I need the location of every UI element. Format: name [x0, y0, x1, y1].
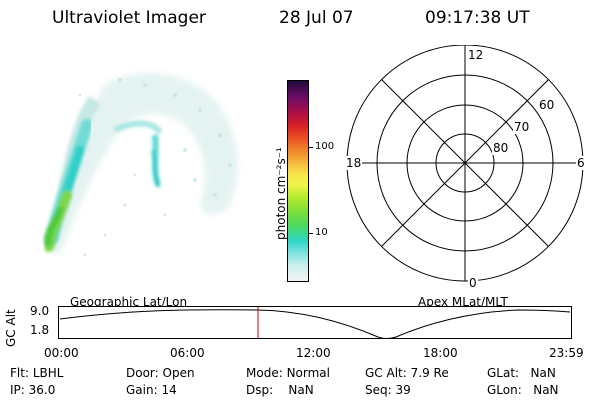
timeline-right-title: Apex MLat/MLT [418, 295, 508, 309]
altitude-curve [59, 309, 571, 339]
info-flt: Flt: LBHL [10, 366, 64, 380]
lat-label-80: 80 [492, 141, 510, 155]
bright-band-left [44, 119, 93, 252]
info-gc-alt: GC Alt: 7.9 Re [365, 366, 449, 380]
timeline-ytick-1-8: 1.8 [30, 323, 50, 337]
lat-label-60: 60 [538, 98, 556, 112]
instrument-title: Ultraviolet Imager [52, 8, 206, 28]
date-label: 28 Jul 07 [279, 8, 354, 28]
colorbar-tick-10 [308, 233, 313, 234]
info-seq: Seq: 39 [365, 383, 411, 397]
colorbar [287, 80, 309, 282]
timeline-xtick-0: 00:00 [44, 346, 79, 360]
timeline-ylabel: GC Alt [4, 309, 18, 347]
timeline-xtick-4: 23:59 [549, 346, 584, 360]
time-label: 09:17:38 UT [425, 8, 530, 28]
timeline-plot [58, 306, 572, 339]
colorbar-unit-label: photon cm⁻²s⁻¹ [274, 147, 288, 240]
timeline-ylabel-wrapper: GC Alt [4, 309, 18, 348]
colorbar-label-10: 10 [315, 227, 328, 238]
mlt-label-12: 12 [467, 48, 485, 62]
mlt-label-0: 0 [468, 276, 478, 290]
info-mode: Mode: Normal [246, 366, 330, 380]
lat-label-70: 70 [513, 120, 531, 134]
timeline-ytick-9: 9.0 [30, 304, 50, 318]
mlt-label-6: 6 [576, 156, 586, 170]
colorbar-unit-wrapper: photon cm⁻²s⁻¹ [274, 147, 288, 240]
timeline-xtick-3: 18:00 [423, 346, 458, 360]
timeline-left-title: Geographic Lat/Lon [70, 295, 188, 309]
colorbar-tick-100 [308, 147, 313, 148]
bright-band-right [113, 120, 163, 188]
diffuse-emission [45, 73, 238, 255]
colorbar-label-100: 100 [315, 141, 335, 152]
polar-plot [346, 45, 584, 282]
info-door: Door: Open [126, 366, 195, 380]
info-gain: Gain: 14 [126, 383, 177, 397]
speckle [78, 78, 232, 257]
info-ip: IP: 36.0 [10, 383, 56, 397]
info-glat: GLat: NaN [487, 366, 556, 380]
info-glon: GLon: NaN [487, 383, 559, 397]
timeline-xtick-1: 06:00 [170, 346, 205, 360]
info-dsp: Dsp: NaN [246, 383, 314, 397]
mlt-label-18: 18 [345, 156, 363, 170]
timeline-xtick-2: 12:00 [296, 346, 331, 360]
auroral-image [40, 73, 238, 257]
